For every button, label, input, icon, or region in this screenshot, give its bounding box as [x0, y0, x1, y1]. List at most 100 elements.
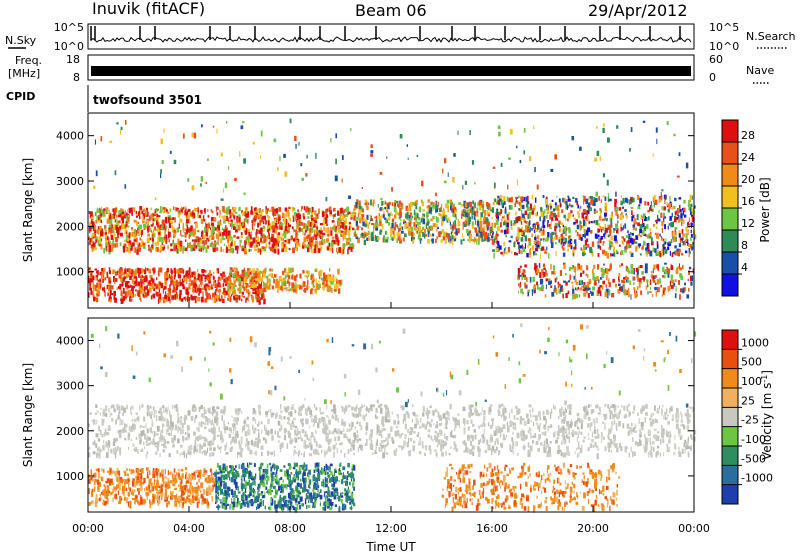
- radar-pixel: [510, 197, 513, 203]
- radar-pixel: [565, 205, 569, 210]
- radar-pixel: [318, 275, 321, 279]
- radar-pixel: [417, 224, 420, 228]
- radar-pixel: [636, 290, 638, 294]
- radar-pixel: [676, 210, 679, 216]
- radar-pixel: [152, 279, 155, 283]
- radar-pixel: [334, 175, 338, 182]
- radar-pixel: [211, 241, 213, 245]
- radar-pixel: [333, 451, 335, 458]
- radar-pixel: [396, 238, 398, 243]
- radar-pixel: [654, 282, 657, 286]
- radar-pixel: [517, 227, 520, 230]
- radar-pixel: [289, 288, 292, 292]
- radar-pixel: [207, 284, 210, 287]
- radar-pixel: [464, 202, 468, 208]
- radar-pixel: [642, 245, 644, 250]
- radar-pixel: [342, 249, 345, 254]
- radar-pixel: [258, 290, 261, 295]
- radar-pixel: [675, 216, 679, 220]
- radar-pixel: [504, 215, 506, 219]
- radar-pixel: [571, 240, 573, 243]
- radar-pixel: [278, 207, 281, 212]
- radar-pixel: [315, 282, 318, 289]
- radar-pixel: [220, 409, 224, 414]
- radar-pixel: [254, 418, 257, 424]
- radar-pixel: [535, 270, 538, 276]
- radar-pixel: [625, 235, 629, 238]
- radar-pixel: [132, 270, 135, 275]
- radar-pixel: [444, 233, 448, 238]
- radar-pixel: [181, 242, 183, 246]
- radar-pixel: [277, 235, 280, 241]
- radar-pixel: [109, 270, 111, 275]
- radar-pixel: [232, 224, 236, 228]
- radar-pixel: [274, 218, 277, 224]
- radar-pixel: [180, 206, 183, 209]
- radar-pixel: [364, 218, 368, 225]
- radar-pixel: [181, 282, 184, 287]
- radar-pixel: [112, 245, 114, 249]
- radar-pixel: [256, 268, 259, 274]
- radar-pixel: [526, 277, 528, 282]
- radar-pixel: [600, 199, 603, 203]
- radar-pixel: [250, 206, 253, 212]
- radar-pixel: [530, 428, 532, 431]
- radar-pixel: [316, 213, 318, 216]
- radar-pixel: [335, 133, 337, 139]
- radar-pixel: [217, 207, 219, 210]
- radar-pixel: [606, 275, 608, 281]
- radar-pixel: [194, 284, 197, 290]
- radar-pixel: [563, 236, 565, 240]
- radar-pixel: [89, 287, 92, 291]
- radar-pixel: [678, 207, 680, 214]
- radar-pixel: [392, 223, 395, 228]
- radar-pixel: [572, 214, 574, 217]
- radar-pixel: [284, 171, 288, 177]
- radar-pixel: [567, 280, 571, 283]
- radar-pixel: [482, 227, 484, 233]
- radar-pixel: [149, 215, 151, 221]
- radar-pixel: [358, 200, 360, 206]
- radar-pixel: [236, 217, 239, 224]
- radar-pixel: [202, 245, 206, 249]
- radar-pixel: [452, 239, 454, 245]
- radar-pixel: [394, 214, 397, 219]
- radar-pixel: [421, 201, 424, 207]
- radar-pixel: [90, 272, 93, 277]
- radar-pixel: [213, 423, 215, 427]
- radar-pixel: [519, 282, 522, 288]
- radar-pixel: [543, 228, 545, 232]
- radar-pixel: [88, 267, 91, 270]
- radar-pixel: [250, 279, 254, 283]
- radar-pixel: [251, 285, 254, 289]
- radar-pixel: [151, 233, 154, 237]
- radar-pixel: [157, 298, 159, 304]
- radar-pixel: [271, 236, 274, 242]
- radar-pixel: [181, 422, 184, 428]
- radar-pixel: [651, 208, 654, 212]
- radar-pixel: [122, 247, 125, 253]
- radar-pixel: [139, 268, 142, 274]
- radar-pixel: [534, 236, 537, 240]
- radar-pixel: [460, 239, 463, 245]
- radar-pixel: [439, 208, 442, 213]
- radar-pixel: [88, 452, 91, 458]
- radar-pixel: [366, 205, 369, 211]
- radar-pixel: [579, 206, 581, 212]
- radar-pixel: [284, 231, 287, 237]
- radar-pixel: [252, 279, 254, 284]
- radar-pixel: [395, 224, 398, 228]
- radar-pixel: [274, 245, 277, 249]
- radar-pixel: [550, 211, 553, 216]
- nsky-line: [90, 36, 692, 43]
- radar-pixel: [624, 197, 628, 203]
- radar-pixel: [207, 208, 209, 213]
- radar-pixel: [153, 213, 156, 216]
- radar-pixel: [645, 285, 647, 290]
- radar-pixel: [554, 431, 556, 434]
- radar-pixel: [227, 422, 229, 425]
- radar-pixel: [362, 234, 364, 239]
- radar-pixel: [312, 206, 314, 213]
- radar-pixel: [118, 285, 120, 289]
- radar-pixel: [211, 235, 214, 240]
